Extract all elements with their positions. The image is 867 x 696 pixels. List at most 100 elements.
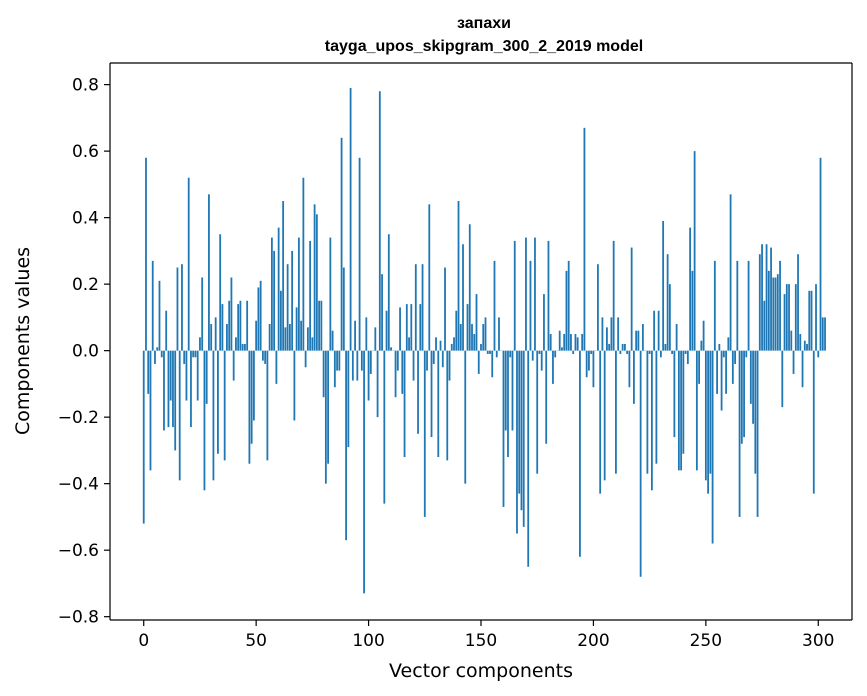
x-tick-label: 250 <box>690 631 722 651</box>
bar <box>165 310 168 351</box>
bar <box>439 340 442 351</box>
y-axis-ticks: −0.8 −0.6 −0.4 −0.2 0.0 0.2 0.4 0.6 0.8 <box>58 76 110 628</box>
bar <box>821 317 824 351</box>
bar <box>262 350 264 361</box>
bar <box>702 320 705 351</box>
bar <box>259 280 262 351</box>
bar <box>239 300 242 351</box>
bar <box>235 337 237 351</box>
bar <box>172 350 174 428</box>
bar <box>525 237 527 351</box>
bar <box>489 350 491 354</box>
bar <box>756 350 759 517</box>
bar <box>763 300 766 351</box>
x-tick-label: 200 <box>577 631 609 651</box>
bar <box>749 350 752 404</box>
bar <box>585 350 588 378</box>
bar <box>606 327 608 351</box>
bar <box>511 350 514 431</box>
bar <box>675 324 678 351</box>
bar <box>545 350 548 444</box>
bar <box>331 330 334 351</box>
bar <box>567 260 570 351</box>
bar <box>230 277 233 351</box>
bar <box>641 324 644 351</box>
bar <box>288 324 291 351</box>
bar <box>518 350 521 494</box>
bar <box>270 237 273 351</box>
bar <box>199 337 201 351</box>
bar <box>785 284 788 351</box>
chart-title-line2: tayga_upos_skipgram_300_2_2019 model <box>325 38 643 55</box>
bar <box>228 300 231 351</box>
bar <box>529 260 532 351</box>
bar <box>293 350 296 421</box>
bar <box>309 240 312 351</box>
bar <box>417 350 419 434</box>
bar <box>671 350 674 354</box>
bar <box>446 350 449 461</box>
bar <box>304 350 307 368</box>
y-tick-label: −0.4 <box>58 475 99 495</box>
bar <box>455 310 458 351</box>
bar <box>797 254 799 351</box>
bar <box>430 350 433 438</box>
bar <box>738 350 741 517</box>
y-tick-label: 0.8 <box>72 76 99 96</box>
bar <box>522 350 525 527</box>
bar <box>158 280 161 351</box>
bar <box>639 350 642 577</box>
bar <box>187 177 190 351</box>
bar <box>689 227 692 351</box>
bar <box>181 264 183 351</box>
bar <box>185 350 188 401</box>
bar <box>154 350 156 364</box>
bar <box>448 350 451 381</box>
bar <box>342 267 345 351</box>
y-tick-label: 0.4 <box>72 209 99 229</box>
bar <box>360 350 363 371</box>
bar <box>707 350 709 494</box>
bar <box>615 350 617 474</box>
bar <box>608 343 611 351</box>
bar <box>695 350 698 471</box>
bar <box>223 350 226 461</box>
bar <box>340 137 343 351</box>
bar <box>241 343 244 351</box>
bar <box>190 350 192 428</box>
bar <box>169 350 172 401</box>
bar <box>160 350 163 358</box>
bar <box>491 350 494 378</box>
bar <box>788 284 790 351</box>
bar <box>212 350 215 481</box>
bar <box>327 350 329 464</box>
bar <box>531 350 534 361</box>
bar <box>268 324 271 351</box>
bar <box>803 340 806 351</box>
bar <box>286 264 289 351</box>
bar <box>403 350 406 458</box>
bar <box>351 350 354 381</box>
bar <box>677 350 680 471</box>
bar <box>794 284 797 351</box>
bar <box>792 350 795 374</box>
bar <box>716 350 718 394</box>
bar <box>142 350 145 524</box>
bar <box>156 347 159 351</box>
bar <box>203 350 206 491</box>
bar <box>378 91 381 351</box>
bar <box>552 350 554 384</box>
bar <box>576 337 579 351</box>
bar <box>426 350 428 371</box>
bar <box>266 350 269 461</box>
bar <box>201 277 204 351</box>
bar <box>214 317 217 351</box>
bar <box>668 284 671 351</box>
bar <box>653 310 656 351</box>
bar <box>570 334 572 351</box>
bar <box>221 304 224 351</box>
bar <box>295 307 298 351</box>
bar <box>722 350 725 358</box>
bar <box>318 300 321 351</box>
